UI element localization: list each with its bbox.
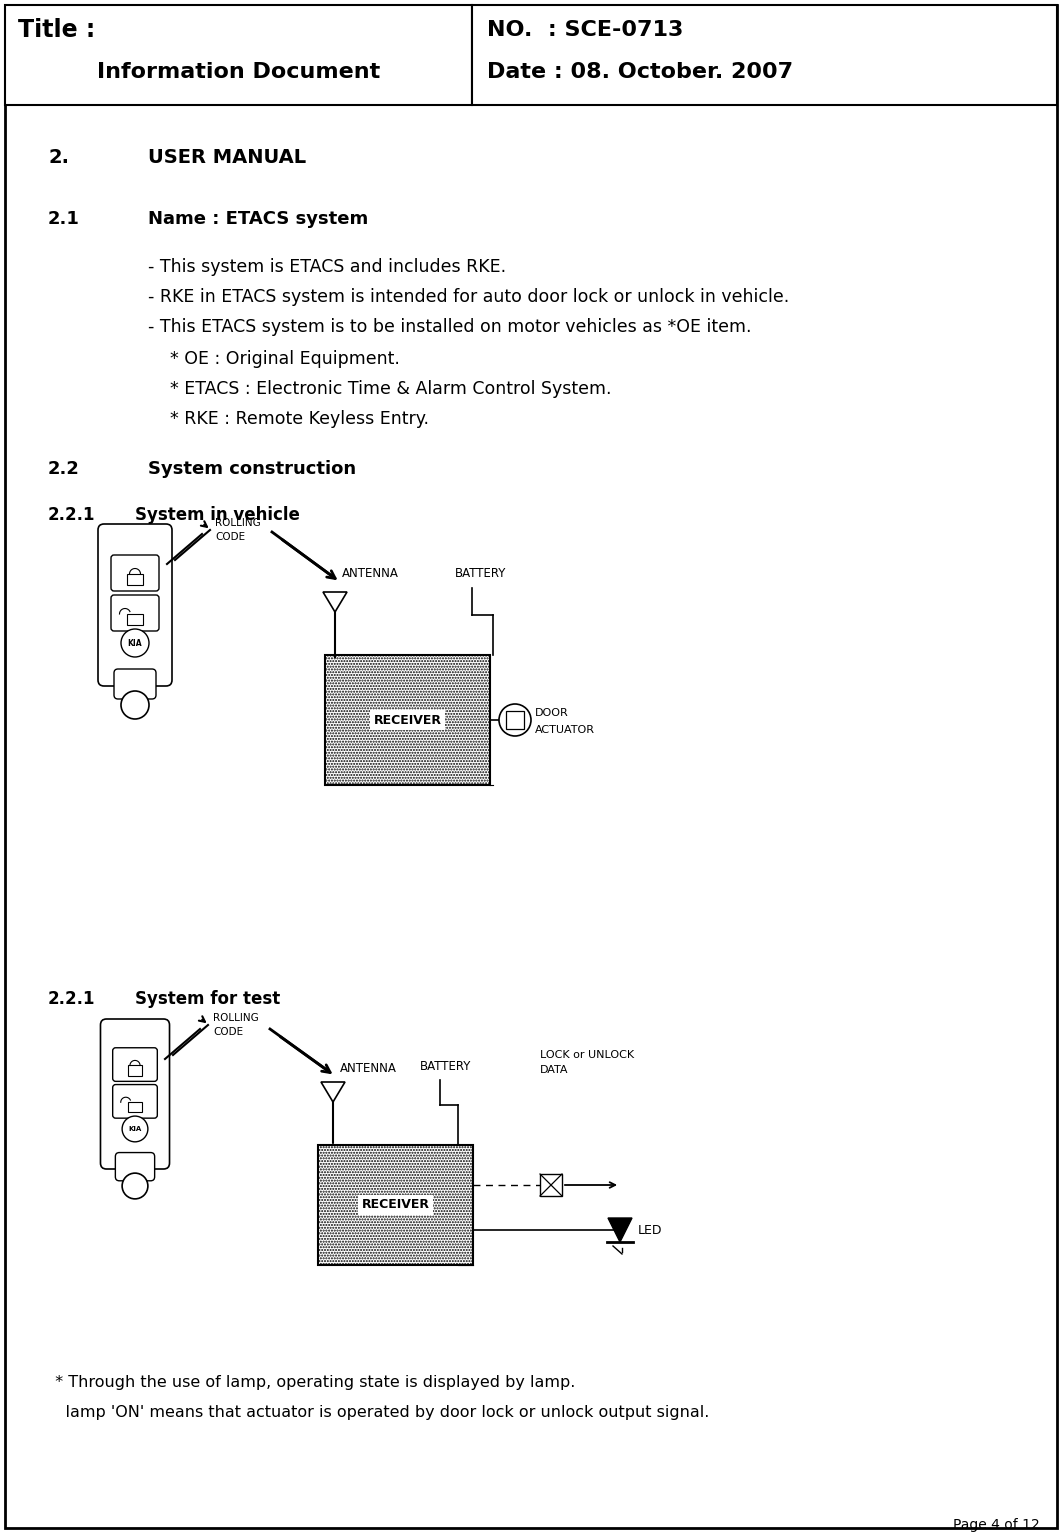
- Text: ACTUATOR: ACTUATOR: [535, 725, 595, 734]
- FancyBboxPatch shape: [114, 668, 156, 699]
- Text: LED: LED: [638, 1223, 663, 1237]
- Circle shape: [499, 704, 531, 736]
- FancyBboxPatch shape: [113, 1047, 157, 1081]
- Text: Title :: Title :: [18, 18, 96, 41]
- Text: NO.  : SCE-0713: NO. : SCE-0713: [487, 20, 683, 40]
- FancyBboxPatch shape: [112, 555, 159, 592]
- Circle shape: [121, 629, 149, 658]
- Text: * Through the use of lamp, operating state is displayed by lamp.: * Through the use of lamp, operating sta…: [45, 1375, 576, 1390]
- Bar: [506, 711, 524, 730]
- Text: System construction: System construction: [148, 460, 356, 478]
- FancyBboxPatch shape: [101, 1019, 170, 1170]
- Text: System in vehicle: System in vehicle: [135, 506, 299, 524]
- Circle shape: [122, 1173, 148, 1199]
- Text: BATTERY: BATTERY: [455, 567, 507, 579]
- Bar: [325, 655, 490, 785]
- Text: RECEIVER: RECEIVER: [361, 1199, 429, 1211]
- Text: DATA: DATA: [539, 1065, 568, 1075]
- Text: KIA: KIA: [129, 1125, 141, 1131]
- Circle shape: [121, 691, 149, 719]
- Polygon shape: [609, 1219, 632, 1242]
- Bar: [318, 1145, 473, 1265]
- Text: Page 4 of 12: Page 4 of 12: [954, 1518, 1040, 1531]
- Bar: [539, 1174, 562, 1196]
- Text: - This ETACS system is to be installed on motor vehicles as *OE item.: - This ETACS system is to be installed o…: [148, 317, 752, 336]
- Text: ANTENNA: ANTENNA: [342, 567, 399, 579]
- Bar: [127, 1065, 142, 1076]
- Text: DOOR: DOOR: [535, 708, 569, 717]
- Text: * OE : Original Equipment.: * OE : Original Equipment.: [148, 350, 400, 368]
- Text: Name : ETACS system: Name : ETACS system: [148, 210, 369, 228]
- Text: 2.2: 2.2: [48, 460, 80, 478]
- Bar: [127, 615, 143, 625]
- Text: Date : 08. October. 2007: Date : 08. October. 2007: [487, 61, 793, 81]
- Polygon shape: [323, 592, 347, 612]
- FancyBboxPatch shape: [112, 595, 159, 632]
- Text: LOCK or UNLOCK: LOCK or UNLOCK: [539, 1050, 634, 1059]
- Text: System for test: System for test: [135, 990, 280, 1009]
- Bar: [472, 5, 1057, 104]
- Text: ROLLING: ROLLING: [215, 518, 261, 527]
- Text: USER MANUAL: USER MANUAL: [148, 149, 306, 167]
- Text: ANTENNA: ANTENNA: [340, 1062, 397, 1075]
- Text: ROLLING: ROLLING: [213, 1013, 259, 1023]
- Text: - RKE in ETACS system is intended for auto door lock or unlock in vehicle.: - RKE in ETACS system is intended for au…: [148, 288, 789, 307]
- Bar: [127, 1102, 142, 1113]
- Bar: [5, 5, 472, 104]
- Text: 2.: 2.: [48, 149, 69, 167]
- Text: * ETACS : Electronic Time & Alarm Control System.: * ETACS : Electronic Time & Alarm Contro…: [148, 380, 612, 399]
- Text: BATTERY: BATTERY: [419, 1059, 472, 1073]
- Text: CODE: CODE: [213, 1027, 243, 1036]
- Polygon shape: [321, 1082, 345, 1102]
- Circle shape: [122, 1116, 148, 1142]
- Text: KIA: KIA: [127, 639, 142, 647]
- Text: 2.1: 2.1: [48, 210, 80, 228]
- Text: - This system is ETACS and includes RKE.: - This system is ETACS and includes RKE.: [148, 258, 507, 276]
- Text: RECEIVER: RECEIVER: [374, 713, 442, 727]
- FancyBboxPatch shape: [116, 1153, 155, 1180]
- Text: 2.2.1: 2.2.1: [48, 990, 96, 1009]
- Text: * RKE : Remote Keyless Entry.: * RKE : Remote Keyless Entry.: [148, 409, 429, 428]
- Text: lamp 'ON' means that actuator is operated by door lock or unlock output signal.: lamp 'ON' means that actuator is operate…: [45, 1406, 709, 1420]
- Text: CODE: CODE: [215, 532, 245, 543]
- Text: 2.2.1: 2.2.1: [48, 506, 96, 524]
- Bar: [127, 573, 143, 586]
- FancyBboxPatch shape: [98, 524, 172, 685]
- Text: Information Document: Information Document: [97, 61, 380, 81]
- FancyBboxPatch shape: [113, 1084, 157, 1118]
